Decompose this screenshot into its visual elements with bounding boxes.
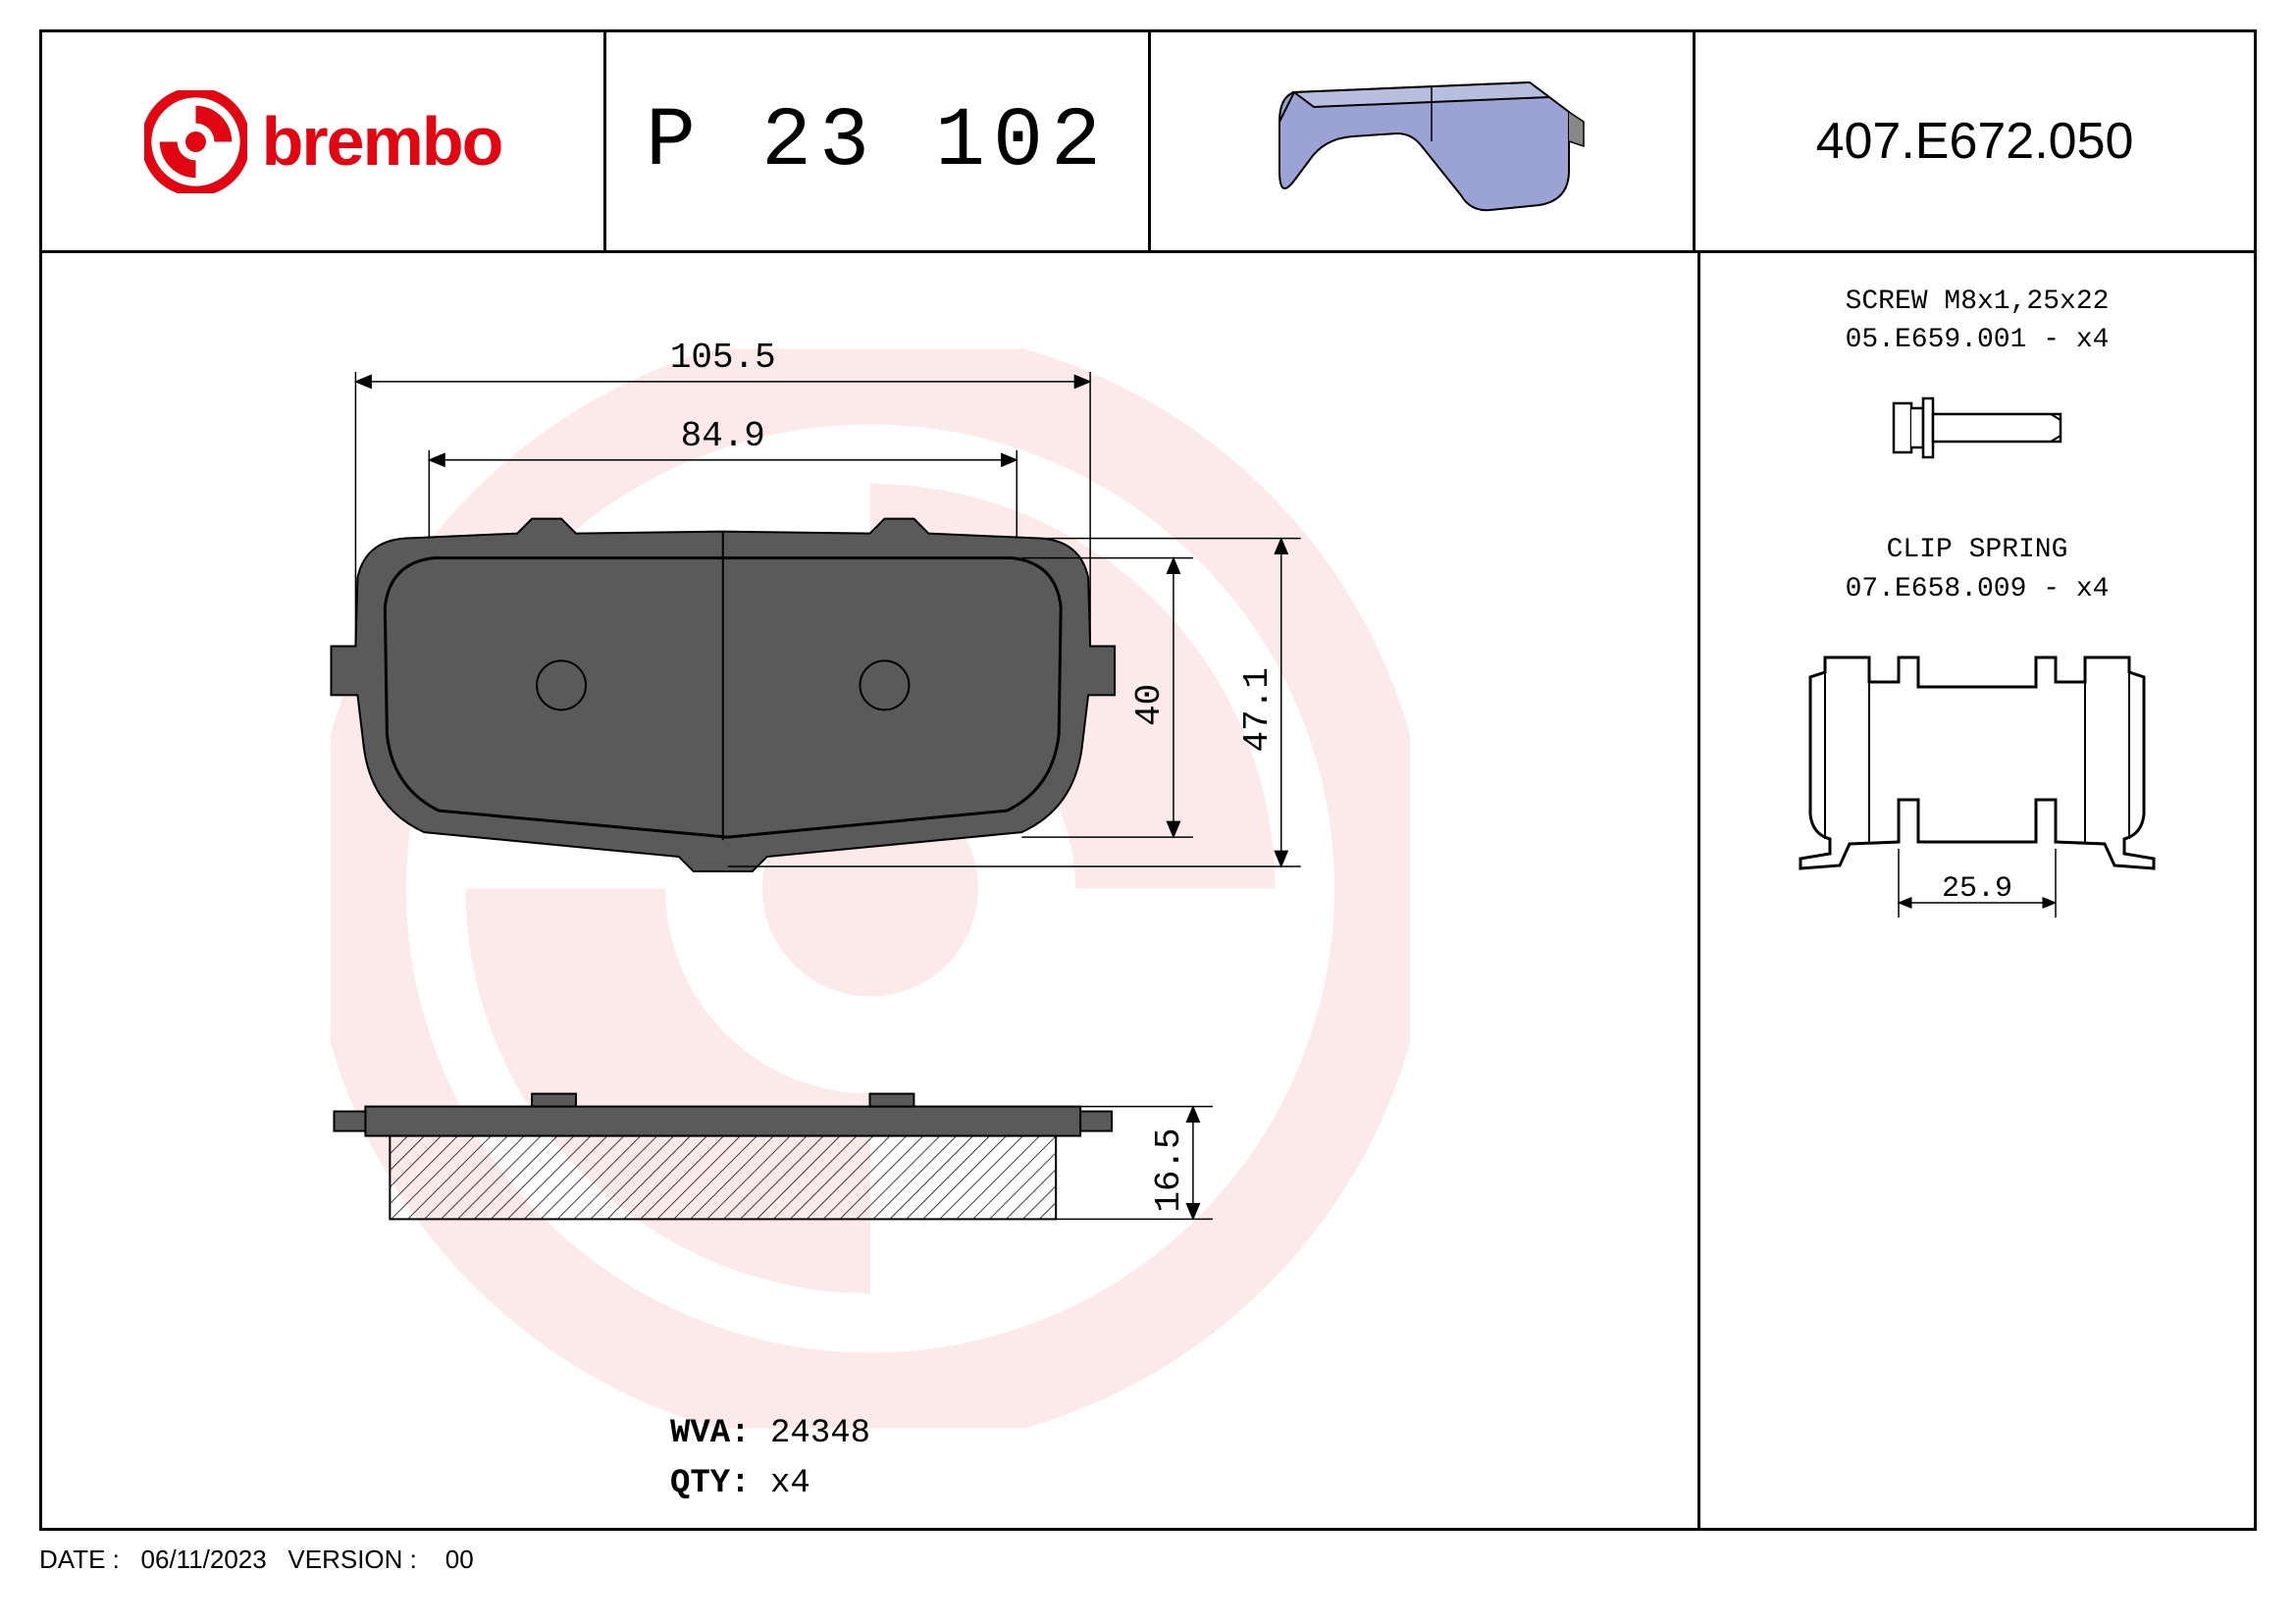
brembo-symbol-icon [144, 90, 247, 193]
clip-label-2: 07.E658.009 - x4 [1720, 570, 2234, 608]
logo-cell: brembo [42, 32, 606, 250]
dim-inner-height: 40 [1129, 684, 1170, 726]
clip-spring-icon: 25.9 [1771, 628, 2183, 942]
dim-outer-height: 47.1 [1237, 667, 1278, 752]
main-content: 105.5 84.9 [42, 253, 2254, 1529]
screw-section: SCREW M8x1,25x22 05.E659.001 - x4 [1720, 283, 2234, 482]
technical-drawing: 105.5 84.9 [42, 253, 1697, 1529]
side-panel: SCREW M8x1,25x22 05.E659.001 - x4 CLIP [1700, 253, 2254, 1529]
version-value: 00 [445, 1545, 474, 1574]
bottom-info: WVA: 24348 QTY: x4 [670, 1409, 870, 1509]
drawing-sheet: brembo P 23 102 407.E672.050 [39, 29, 2257, 1531]
clip-label-1: CLIP SPRING [1720, 531, 2234, 569]
part-number: P 23 102 [646, 94, 1109, 189]
screw-icon [1864, 379, 2090, 477]
brake-pad-side-view [334, 1094, 1112, 1220]
wva-label: WVA: [670, 1415, 751, 1452]
qty-value: x4 [770, 1465, 810, 1502]
part-number-cell: P 23 102 [606, 32, 1151, 250]
brand-name: brembo [262, 102, 502, 181]
header-row: brembo P 23 102 407.E672.050 [42, 32, 2254, 253]
product-image-cell [1151, 32, 1696, 250]
screw-label-1: SCREW M8x1,25x22 [1720, 283, 2234, 321]
dim-outer-width: 105.5 [670, 338, 776, 378]
brembo-logo: brembo [144, 90, 502, 193]
reference-number: 407.E672.050 [1816, 112, 2134, 171]
drawing-area: 105.5 84.9 [42, 253, 1700, 1529]
clip-spring-section: CLIP SPRING 07.E658.009 - x4 25.9 [1720, 531, 2234, 946]
qty-label: QTY: [670, 1465, 751, 1502]
screw-label-2: 05.E659.001 - x4 [1720, 321, 2234, 359]
date-value: 06/11/2023 [141, 1545, 267, 1574]
footer: DATE : 06/11/2023 VERSION : 00 [39, 1545, 474, 1575]
date-label: DATE : [39, 1545, 120, 1574]
version-label: VERSION : [287, 1545, 416, 1574]
brake-pad-3d-icon [1235, 53, 1608, 230]
dim-thickness: 16.5 [1149, 1127, 1189, 1212]
dim-inner-width: 84.9 [681, 416, 765, 456]
dim-clip-width: 25.9 [1942, 872, 2012, 906]
wva-value: 24348 [770, 1415, 870, 1452]
brake-pad-front-view [331, 519, 1115, 871]
reference-cell: 407.E672.050 [1696, 32, 2254, 250]
